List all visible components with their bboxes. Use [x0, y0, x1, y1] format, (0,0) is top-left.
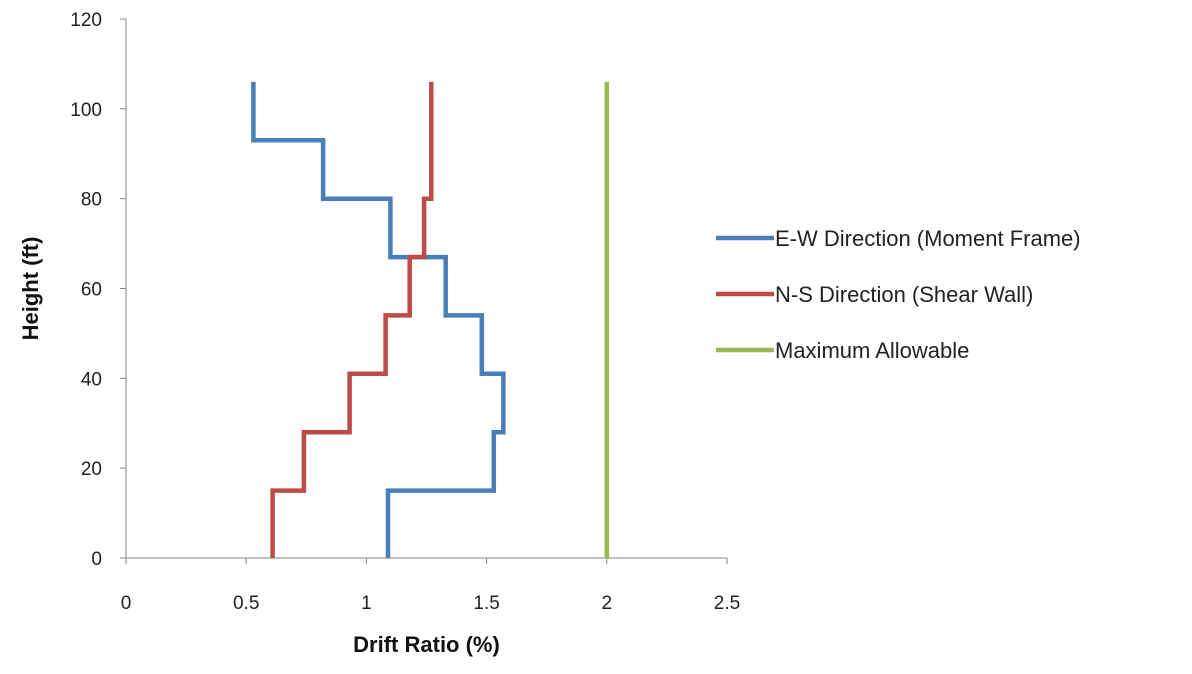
x-tick-label: 1.5 [473, 593, 499, 614]
y-tick-label: 100 [70, 100, 102, 121]
legend-label: Maximum Allowable [775, 338, 969, 363]
series-line-2 [270, 81, 434, 558]
y-tick-label: 120 [70, 10, 102, 31]
chart-axes: 0 20 40 60 80 100 120 0 0.5 1 1.5 2 2.5 [70, 10, 740, 614]
chart-series-layer [251, 81, 610, 558]
legend-label: E-W Direction (Moment Frame) [775, 226, 1081, 251]
y-tick-label: 80 [81, 190, 102, 211]
legend-item: Maximum Allowable [716, 338, 969, 363]
x-axis-title: Drift Ratio (%) [353, 632, 500, 657]
x-tick-label: 0 [121, 593, 132, 614]
y-axis-title: Height (ft) [18, 237, 43, 341]
x-tick-label: 1 [361, 593, 372, 614]
y-tick-label: 40 [81, 369, 102, 390]
x-tick-label: 0.5 [233, 593, 259, 614]
y-tick-label: 0 [91, 549, 102, 570]
y-tick-label: 20 [81, 459, 102, 480]
y-tick-label: 60 [81, 280, 102, 301]
chart-legend: E-W Direction (Moment Frame) N-S Directio… [716, 226, 1081, 363]
legend-item: N-S Direction (Shear Wall) [716, 282, 1033, 307]
series-line-1 [251, 81, 506, 558]
legend-item: E-W Direction (Moment Frame) [716, 226, 1081, 251]
x-tick-label: 2 [602, 593, 613, 614]
legend-label: N-S Direction (Shear Wall) [775, 282, 1033, 307]
x-tick-label: 2.5 [714, 593, 740, 614]
